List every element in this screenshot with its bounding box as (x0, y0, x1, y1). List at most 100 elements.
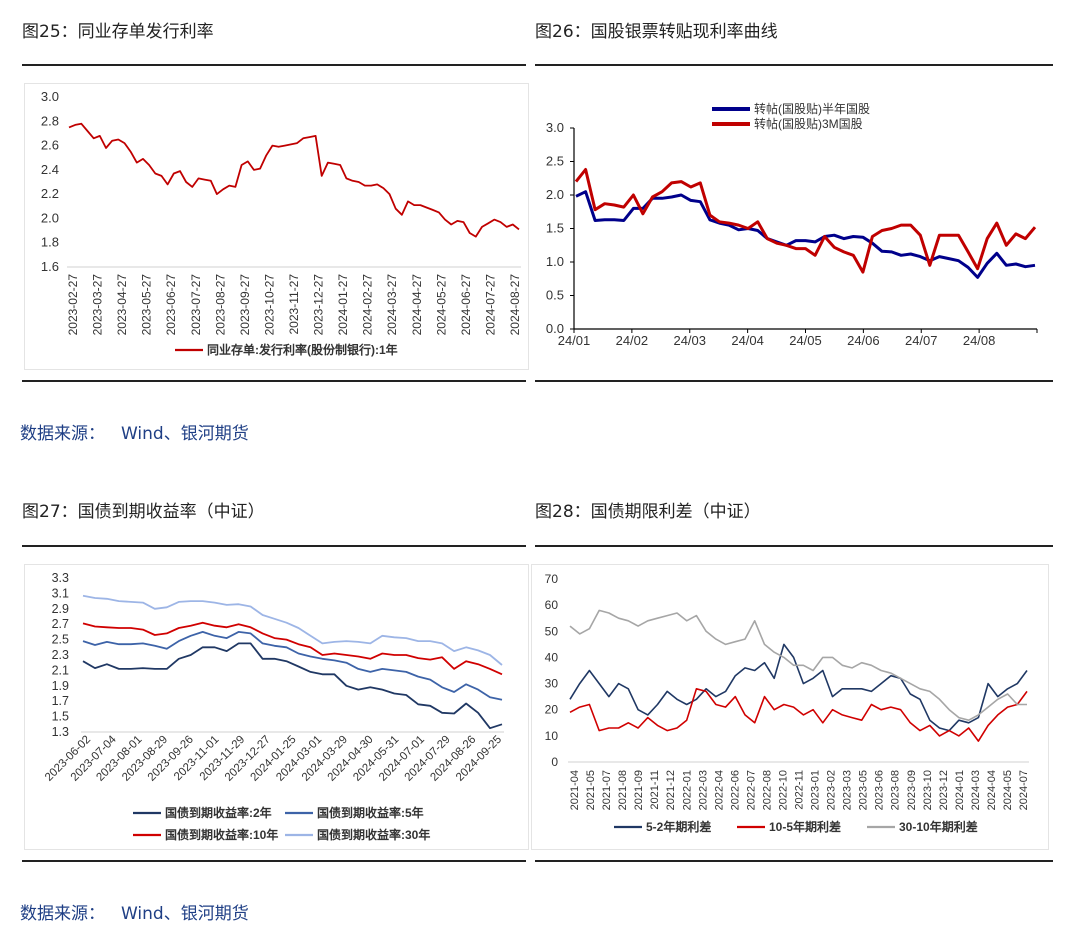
x-tick-label: 2024-05 (1002, 770, 1014, 810)
legend-label: 转帖(国股贴)半年国股 (754, 101, 870, 116)
x-tick-label: 2024-05-27 (434, 274, 448, 336)
x-tick-label: 2022-07 (745, 770, 757, 810)
series-line-1 (569, 643, 1028, 732)
y-tick-label: 2.0 (546, 187, 564, 202)
x-tick-label: 2024-07 (1018, 770, 1030, 810)
y-tick-label: 0.0 (546, 321, 564, 336)
x-tick-label: 2023-06 (874, 770, 886, 810)
series-line-2 (569, 688, 1028, 742)
chart-26: 3.0 2.5 2.0 1.5 1.0 0.5 0.0 24/01 24/02 24/03 24/0… (530, 83, 1052, 368)
y-tick-label: 2.5 (52, 633, 69, 647)
y-tick-label: 2.7 (52, 617, 69, 631)
series-line-2 (82, 631, 503, 701)
y-tick-label: 0 (551, 755, 558, 769)
x-tick-label: 2023-11-27 (287, 274, 301, 335)
series-line-1 (82, 642, 503, 730)
x-tick-label: 2023-01 (810, 770, 822, 810)
x-tick-label: 2023-06-27 (164, 274, 178, 336)
x-tick-label: 2022-04 (713, 770, 725, 810)
y-tick-label: 2.9 (52, 602, 69, 616)
x-tick-label: 2022-03 (697, 770, 709, 810)
y-tick-label: 2.0 (41, 210, 59, 225)
x-tick-label: 2023-07-27 (189, 274, 203, 336)
x-tick-label: 24/04 (731, 333, 764, 348)
x-tick-label: 2024-06-27 (459, 274, 473, 336)
x-tick-label: 2024-03 (970, 770, 982, 810)
y-tick-label: 2.3 (52, 648, 69, 662)
legend-label: 国债到期收益率:5年 (317, 805, 424, 820)
y-tick-label: 20 (545, 703, 559, 717)
x-tick-label: 24/01 (558, 333, 591, 348)
x-tick-label: 24/07 (905, 333, 938, 348)
series-line-1 (68, 122, 520, 238)
legend-label: 国债到期收益率:10年 (165, 827, 278, 842)
x-tick-label: 2023-04-27 (115, 274, 129, 336)
y-tick-label: 1.6 (41, 259, 59, 274)
y-tick-label: 0.5 (546, 288, 564, 303)
y-tick-label: 30 (545, 677, 559, 691)
x-tick-label: 2021-09 (633, 770, 645, 810)
x-tick-label: 24/02 (616, 333, 649, 348)
x-tick-label: 2024-03-27 (385, 274, 399, 336)
y-tick-label: 2.6 (41, 138, 59, 153)
figure-26-title: 图26：国股银票转贴现利率曲线 (535, 22, 778, 42)
figure-28-title: 图28：国债期限利差（中证） (535, 502, 761, 522)
x-tick-label: 2023-05-27 (140, 274, 154, 336)
y-tick-label: 40 (545, 650, 559, 664)
source-note: 数据来源： Wind、银河期货 (20, 899, 265, 924)
source-value: Wind、银河期货 (121, 904, 249, 924)
x-tick-label: 2023-12 (938, 770, 950, 810)
y-tick-label: 1.0 (546, 254, 564, 269)
y-tick-label: 1.5 (546, 221, 564, 236)
y-tick-label: 1.7 (52, 694, 69, 708)
x-tick-label: 2022-08 (761, 770, 773, 810)
x-tick-label: 2022-06 (729, 770, 741, 810)
x-tick-label: 2023-02 (826, 770, 838, 810)
divider (535, 64, 1053, 66)
divider (535, 380, 1053, 382)
source-value: Wind、银河期货 (121, 424, 249, 444)
y-tick-label: 1.8 (41, 235, 59, 250)
chart-28: 70 60 50 40 30 20 10 0 2021-04 2021-05 2021-07 2021… (531, 564, 1049, 850)
x-tick-label: 2021-05 (585, 770, 597, 810)
x-tick-label: 2023-03-27 (91, 274, 105, 336)
legend-label: 国债到期收益率:30年 (317, 827, 430, 842)
x-tick-label: 2024-04 (986, 770, 998, 810)
x-tick-label: 2024-01 (954, 770, 966, 810)
y-tick-label: 1.5 (52, 710, 69, 724)
divider (535, 545, 1053, 547)
divider (22, 64, 526, 66)
y-tick-label: 3.1 (52, 586, 69, 600)
divider (535, 860, 1053, 862)
legend-label: 国债到期收益率:2年 (165, 805, 272, 820)
y-tick-label: 2.1 (52, 663, 69, 677)
series-line-2 (574, 168, 1037, 274)
divider (22, 860, 526, 862)
x-tick-label: 24/08 (963, 333, 996, 348)
legend-label: 转帖(国股贴)3M国股 (754, 116, 863, 131)
x-tick-label: 2021-12 (665, 770, 677, 810)
source-label: 数据来源： (20, 904, 105, 924)
x-tick-label: 2023-05 (858, 770, 870, 810)
divider (22, 545, 526, 547)
figure-25-title: 图25：同业存单发行利率 (22, 22, 214, 42)
legend-label: 30-10年期利差 (899, 819, 978, 834)
series-line-1 (575, 190, 1036, 279)
y-tick-label: 60 (545, 598, 559, 612)
y-tick-label: 3.0 (41, 89, 59, 104)
x-tick-label: 2022-11 (794, 770, 806, 810)
x-tick-label: 2023-10 (922, 770, 934, 810)
x-tick-label: 2023-08-27 (213, 274, 227, 336)
source-note: 数据来源： Wind、银河期货 (20, 419, 265, 444)
y-tick-label: 10 (545, 729, 559, 743)
x-tick-label: 2023-09 (906, 770, 918, 810)
chart-25: 3.0 2.8 2.6 2.4 2.2 2.0 1.8 1.6 2023-02-27 2023-0… (24, 83, 529, 370)
x-tick-label: 2022-01 (681, 770, 693, 810)
y-tick-label: 3.0 (546, 120, 564, 135)
y-tick-label: 1.3 (52, 725, 69, 739)
figure-27-title: 图27：国债到期收益率（中证） (22, 502, 265, 522)
x-tick-label: 2024-07-27 (483, 274, 497, 336)
x-tick-label: 2023-03 (842, 770, 854, 810)
y-tick-label: 2.5 (546, 154, 564, 169)
